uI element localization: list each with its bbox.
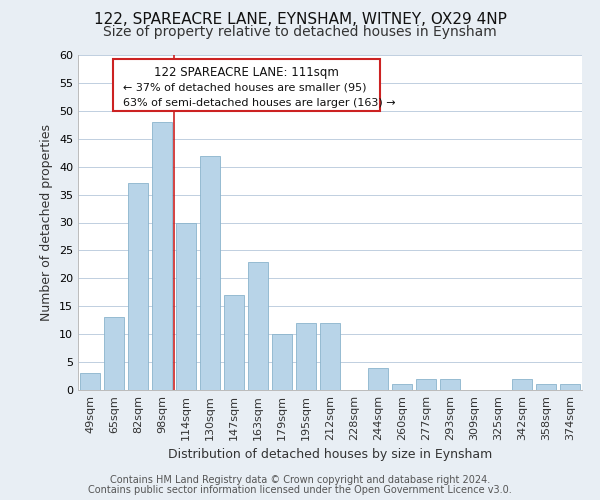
Bar: [80, 373, 100, 390]
Bar: [152, 122, 172, 390]
Bar: [296, 323, 316, 390]
Bar: [560, 384, 580, 390]
Bar: [200, 156, 220, 390]
Bar: [320, 323, 340, 390]
Bar: [512, 379, 532, 390]
X-axis label: Distribution of detached houses by size in Eynsham: Distribution of detached houses by size …: [168, 448, 492, 462]
Text: 122, SPAREACRE LANE, EYNSHAM, WITNEY, OX29 4NP: 122, SPAREACRE LANE, EYNSHAM, WITNEY, OX…: [94, 12, 506, 28]
Text: 122 SPAREACRE LANE: 111sqm: 122 SPAREACRE LANE: 111sqm: [154, 66, 339, 78]
Bar: [176, 222, 196, 390]
Y-axis label: Number of detached properties: Number of detached properties: [40, 124, 53, 321]
FancyBboxPatch shape: [113, 59, 380, 111]
Text: Size of property relative to detached houses in Eynsham: Size of property relative to detached ho…: [103, 25, 497, 39]
Text: Contains public sector information licensed under the Open Government Licence v3: Contains public sector information licen…: [88, 485, 512, 495]
Bar: [392, 384, 412, 390]
Text: Contains HM Land Registry data © Crown copyright and database right 2024.: Contains HM Land Registry data © Crown c…: [110, 475, 490, 485]
Bar: [416, 379, 436, 390]
Text: ← 37% of detached houses are smaller (95): ← 37% of detached houses are smaller (95…: [124, 82, 367, 92]
Text: 63% of semi-detached houses are larger (163) →: 63% of semi-detached houses are larger (…: [124, 98, 396, 108]
Bar: [128, 184, 148, 390]
Bar: [104, 318, 124, 390]
Bar: [440, 379, 460, 390]
Bar: [248, 262, 268, 390]
Bar: [224, 295, 244, 390]
Bar: [536, 384, 556, 390]
Bar: [272, 334, 292, 390]
Bar: [368, 368, 388, 390]
